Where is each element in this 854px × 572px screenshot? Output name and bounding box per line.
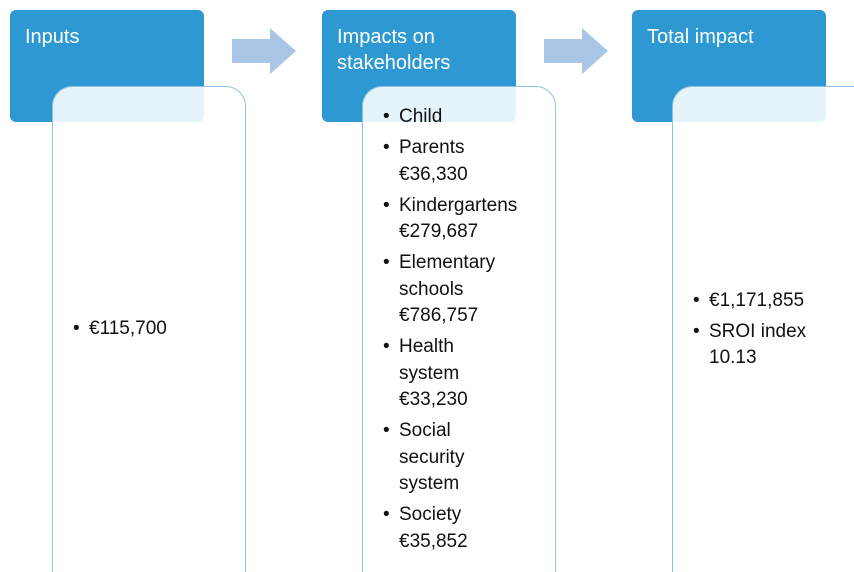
bullet-item: • Kindergartens €279,687 — [383, 193, 555, 246]
header-text: Impacts on — [337, 26, 435, 48]
header-text: stakeholders — [337, 52, 451, 74]
bullet-line: Society — [399, 504, 462, 525]
content-box: • Child • Parents €36,330 • Kindergartens €279,… — [362, 86, 556, 572]
bullet-item: • Health system €33,230 — [383, 334, 555, 414]
content-box: • €1,171,855 • SROI index 10.13 — [672, 86, 854, 572]
bullet-text: Parents €36,330 — [399, 135, 468, 188]
bullet: • — [693, 320, 700, 342]
bullet-line: €1,171,855 — [709, 289, 805, 311]
bullet-line: Parents — [399, 137, 465, 158]
bullet: • — [383, 252, 390, 273]
bullet-item: • €115,700 — [73, 316, 245, 343]
bullet-line: Kindergartens — [399, 194, 518, 216]
bullet-item: • Parents €36,330 — [383, 135, 555, 188]
bullet-item: • €1,171,855 — [693, 288, 854, 315]
bullet-line: security — [399, 446, 465, 468]
bullet-text: Society €35,852 — [399, 502, 468, 555]
bullet-text: Social security system — [399, 418, 464, 498]
bullet-text: €1,171,855 — [709, 288, 804, 315]
bullet-line: €33,230 — [399, 389, 468, 410]
bullet-item: • Society €35,852 — [383, 502, 555, 555]
bullet-line: SROI index — [709, 320, 807, 342]
bullet: • — [383, 420, 390, 441]
bullet-line: system — [399, 362, 460, 384]
bullet-item: • SROI index 10.13 — [693, 319, 854, 372]
bullet-text: Kindergartens €279,687 — [399, 193, 517, 246]
content-box: • €115,700 — [52, 86, 246, 572]
arrow — [232, 28, 296, 74]
bullet-line: schools — [399, 278, 464, 300]
bullet-line: Health — [399, 336, 454, 357]
bullet: • — [693, 289, 700, 311]
header-text: Total impact — [647, 26, 754, 48]
bullet-item: • Elementary schools €786,757 — [383, 250, 555, 330]
bullet-line: Social — [399, 420, 451, 441]
bullet: • — [73, 318, 80, 340]
bullet-line: Elementary — [399, 252, 496, 273]
bullet-list: • €1,171,855 • SROI index 10.13 — [693, 288, 854, 372]
bullet-item: • Social security system — [383, 418, 555, 498]
bullet: • — [383, 137, 390, 158]
bullet-list: • Child • Parents €36,330 • Kindergartens €279,… — [383, 104, 555, 555]
bullet-line: €115,700 — [89, 318, 167, 340]
bullet: • — [383, 194, 390, 216]
bullet-item: • Child — [383, 104, 555, 131]
bullet-text: SROI index 10.13 — [709, 319, 806, 372]
bullet-text: Child — [399, 104, 442, 131]
bullet-line: €786,757 — [399, 305, 479, 326]
bullet-text: €115,700 — [89, 316, 167, 343]
bullet-list: • €115,700 — [73, 316, 245, 343]
bullet: • — [383, 336, 390, 357]
bullet-text: Elementary schools €786,757 — [399, 250, 495, 330]
bullet-line: Child — [399, 106, 443, 127]
bullet-line: €279,687 — [399, 221, 479, 242]
arrow — [544, 28, 608, 74]
bullet-line: system — [399, 473, 460, 494]
bullet-line: €36,330 — [399, 163, 468, 185]
bullet-line: 10.13 — [709, 347, 757, 368]
bullet-line: €35,852 — [399, 530, 468, 552]
header-text: Inputs — [25, 26, 80, 48]
bullet: • — [383, 504, 390, 525]
bullet-text: Health system €33,230 — [399, 334, 468, 414]
bullet: • — [383, 106, 390, 127]
